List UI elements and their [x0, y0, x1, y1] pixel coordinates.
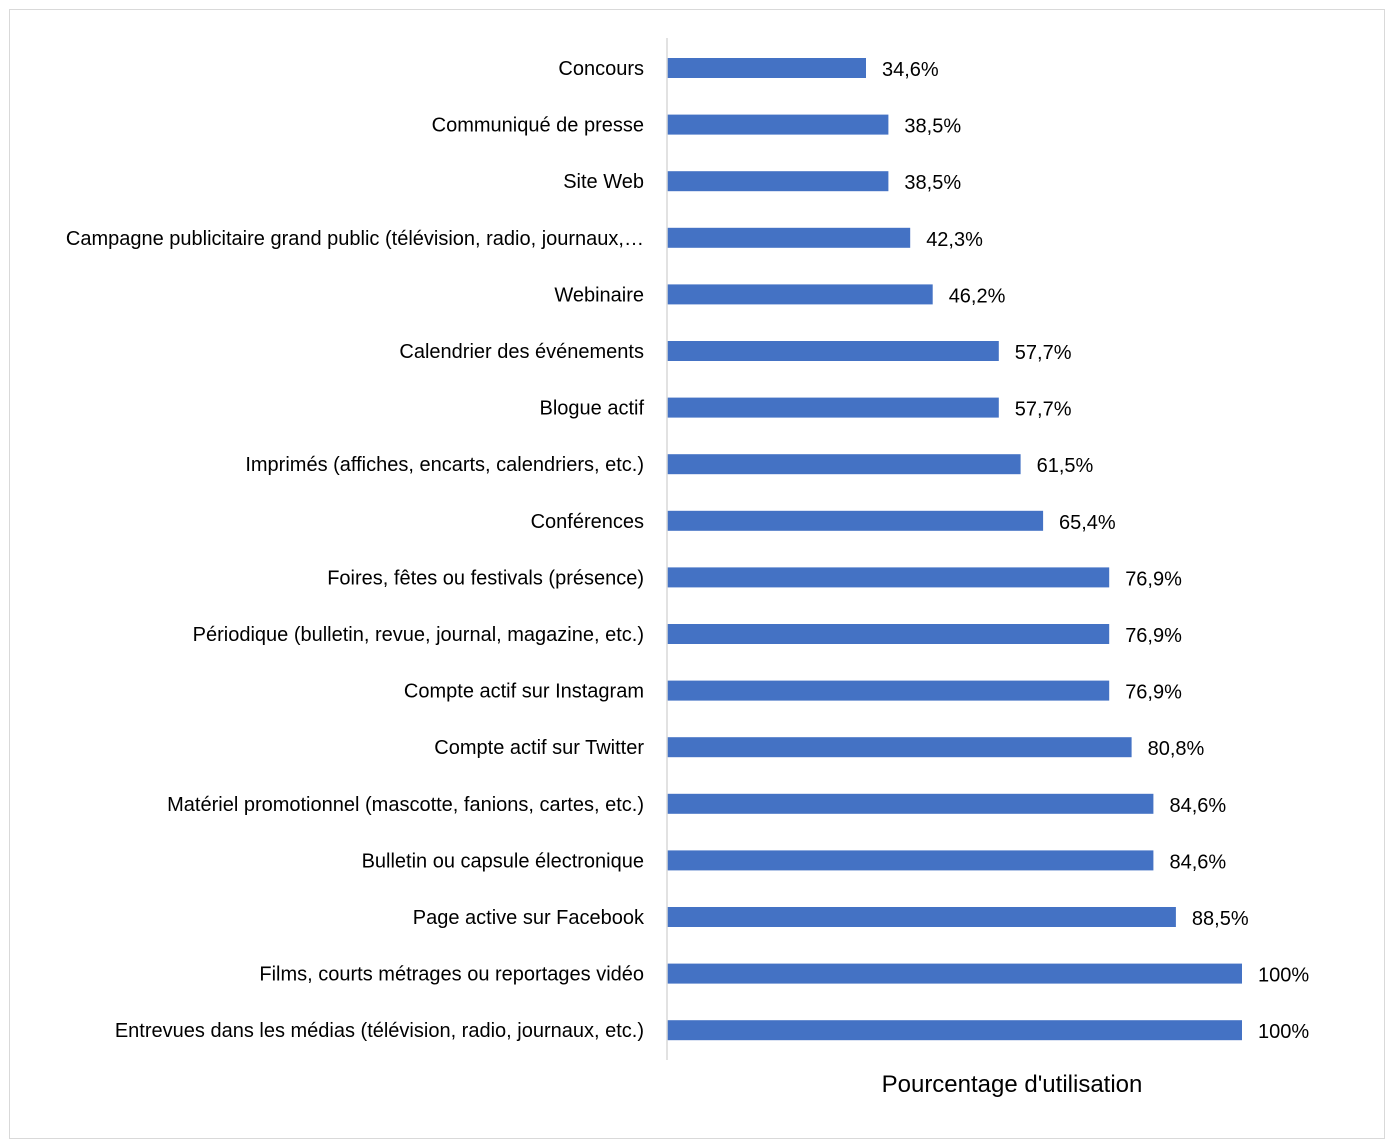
labels-layer: Concours 34,6% Communiqué de presse 38,5% Si… — [66, 58, 1309, 1043]
bar — [667, 171, 889, 192]
value-label: 80,8% — [1148, 738, 1205, 760]
value-label: 57,7% — [1015, 342, 1072, 364]
bar — [667, 397, 999, 418]
value-label: 88,5% — [1192, 908, 1249, 930]
value-label: 57,7% — [1015, 399, 1072, 421]
bar — [667, 454, 1021, 475]
category-label: Communiqué de presse — [432, 115, 644, 137]
category-label: Compte actif sur Instagram — [404, 681, 644, 703]
bar — [667, 284, 933, 305]
value-label: 34,6% — [882, 59, 939, 81]
value-label: 100% — [1258, 1021, 1309, 1043]
category-label: Entrevues dans les médias (télévision, r… — [115, 1020, 644, 1042]
value-label: 42,3% — [926, 229, 983, 251]
category-label: Calendrier des événements — [399, 341, 644, 363]
bar — [667, 737, 1132, 758]
category-label: Site Web — [563, 171, 644, 193]
bar — [667, 58, 866, 78]
bars-layer — [667, 58, 1242, 1041]
category-label: Périodique (bulletin, revue, journal, ma… — [193, 624, 644, 646]
bar — [667, 341, 999, 361]
value-label: 100% — [1258, 965, 1309, 987]
bar — [667, 680, 1110, 701]
category-label: Bulletin ou capsule électronique — [362, 850, 644, 872]
category-label: Foires, fêtes ou festivals (présence) — [327, 567, 644, 589]
value-label: 76,9% — [1125, 568, 1182, 590]
bar — [667, 793, 1154, 814]
value-label: 84,6% — [1170, 851, 1227, 873]
value-label: 84,6% — [1170, 795, 1227, 817]
category-label: Films, courts métrages ou reportages vid… — [259, 964, 644, 986]
bar — [667, 567, 1110, 588]
bar — [667, 850, 1154, 871]
value-label: 61,5% — [1037, 455, 1094, 477]
category-label: Campagne publicitaire grand public (télé… — [66, 228, 644, 250]
x-axis-title: Pourcentage d'utilisation — [882, 1071, 1143, 1098]
bar — [667, 624, 1110, 644]
value-label: 76,9% — [1125, 682, 1182, 704]
value-label: 65,4% — [1059, 512, 1116, 534]
category-label: Conférences — [531, 511, 644, 533]
value-label: 38,5% — [904, 172, 961, 194]
value-label: 46,2% — [949, 285, 1006, 307]
bar — [667, 114, 889, 135]
bar — [667, 963, 1242, 984]
category-label: Imprimés (affiches, encarts, calendriers… — [245, 454, 644, 476]
category-label: Page active sur Facebook — [413, 907, 645, 929]
bar — [667, 907, 1176, 927]
category-label: Concours — [558, 58, 644, 80]
value-label: 76,9% — [1125, 625, 1182, 647]
value-label: 38,5% — [904, 116, 961, 138]
bar — [667, 1020, 1242, 1041]
category-label: Compte actif sur Twitter — [434, 737, 644, 759]
category-label: Matériel promotionnel (mascotte, fanions… — [167, 794, 644, 816]
bar — [667, 510, 1044, 531]
category-label: Blogue actif — [539, 398, 644, 420]
category-label: Webinaire — [554, 284, 644, 306]
bar — [667, 227, 911, 248]
